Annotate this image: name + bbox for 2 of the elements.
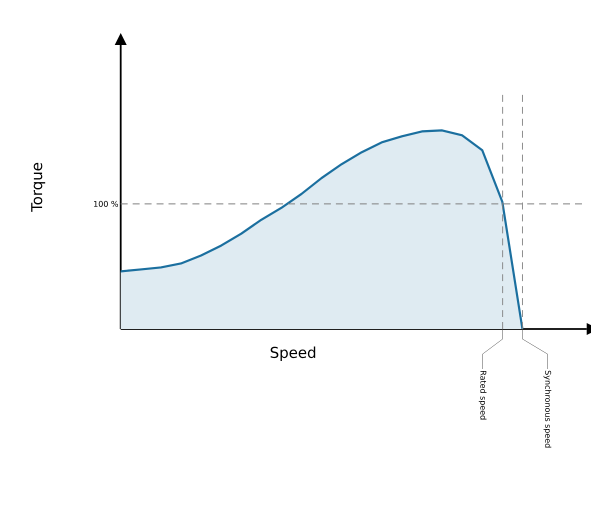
y-axis-title: Torque — [31, 162, 46, 212]
x-axis-title: Speed — [270, 346, 316, 361]
